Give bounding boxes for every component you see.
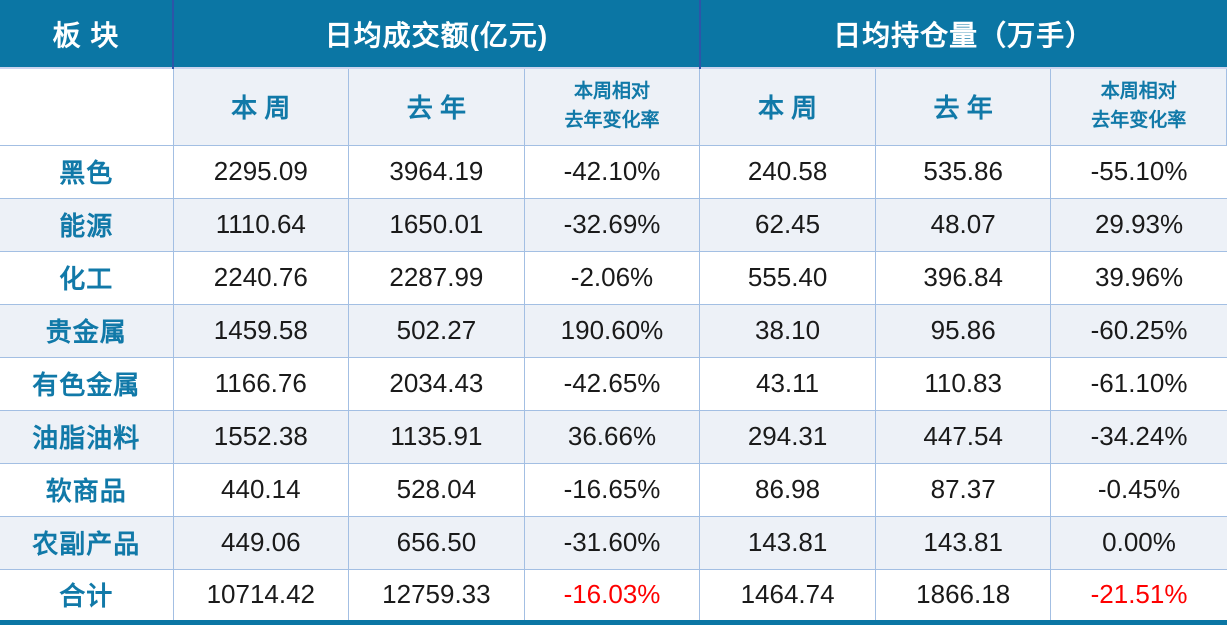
corner-header-sector: 板 块 (0, 0, 173, 68)
cell-oi-week: 38.10 (699, 303, 876, 358)
cell-turnover-change: -42.65% (523, 356, 701, 411)
cell-turnover-week: 2240.76 (172, 250, 350, 305)
subheader-change-line2: 去年变化率 (1091, 109, 1187, 131)
cell-turnover-lastyear: 502.27 (348, 303, 525, 358)
table-row: 软商品 440.14 528.04 -16.65% 86.98 87.37 -0… (0, 462, 1227, 517)
row-label: 能源 (0, 197, 174, 252)
cell-turnover-change: 190.60% (523, 303, 701, 358)
cell-oi-lastyear: 447.54 (874, 409, 1052, 464)
cell-oi-lastyear: 95.86 (874, 303, 1052, 358)
row-label: 贵金属 (0, 303, 174, 358)
cell-turnover-lastyear: 528.04 (348, 462, 525, 517)
subheader-oi-week: 本 周 (699, 67, 876, 146)
subheader-oi-change: 本周相对 去年变化率 (1050, 67, 1227, 146)
cell-oi-lastyear: 143.81 (874, 515, 1052, 570)
cell-oi-change: -0.45% (1050, 462, 1227, 517)
cell-oi-week: 86.98 (699, 462, 876, 517)
cell-turnover-week: 440.14 (172, 462, 350, 517)
cell-oi-week: 1464.74 (699, 568, 876, 624)
cell-oi-change: 0.00% (1050, 515, 1227, 570)
cell-turnover-change: -2.06% (523, 250, 701, 305)
row-label: 软商品 (0, 462, 174, 517)
cell-turnover-change: -42.10% (523, 144, 701, 199)
cell-oi-week: 62.45 (699, 197, 876, 252)
group-header-open-interest: 日均持仓量（万手） (698, 0, 1227, 68)
row-label: 油脂油料 (0, 409, 174, 464)
table-row: 油脂油料 1552.38 1135.91 36.66% 294.31 447.5… (0, 409, 1227, 464)
table-row: 能源 1110.64 1650.01 -32.69% 62.45 48.07 2… (0, 197, 1227, 252)
cell-oi-week: 240.58 (699, 144, 876, 199)
cell-oi-lastyear: 535.86 (874, 144, 1052, 199)
cell-turnover-week: 1459.58 (172, 303, 350, 358)
cell-oi-change: -55.10% (1050, 144, 1227, 199)
table-row: 化工 2240.76 2287.99 -2.06% 555.40 396.84 … (0, 250, 1227, 305)
row-label: 农副产品 (0, 515, 174, 570)
cell-oi-lastyear: 48.07 (874, 197, 1052, 252)
subheader-oi-lastyear: 去 年 (874, 67, 1052, 146)
cell-oi-change: -61.10% (1050, 356, 1227, 411)
cell-turnover-lastyear: 656.50 (348, 515, 525, 570)
row-label: 合计 (0, 568, 174, 624)
cell-oi-lastyear: 396.84 (874, 250, 1052, 305)
cell-oi-change: 39.96% (1050, 250, 1227, 305)
cell-oi-lastyear: 1866.18 (874, 568, 1052, 624)
cell-oi-lastyear: 87.37 (874, 462, 1052, 517)
cell-turnover-week: 449.06 (172, 515, 350, 570)
cell-turnover-week: 1552.38 (172, 409, 350, 464)
table-row: 黑色 2295.09 3964.19 -42.10% 240.58 535.86… (0, 144, 1227, 199)
cell-oi-week: 43.11 (699, 356, 876, 411)
cell-oi-week: 555.40 (699, 250, 876, 305)
group-header-turnover: 日均成交额(亿元) (172, 0, 700, 68)
cell-turnover-change: -31.60% (523, 515, 701, 570)
cell-turnover-change: -16.65% (523, 462, 701, 517)
sub-header-row: 本 周 去 年 本周相对 去年变化率 本 周 去 年 本周相对 去年变化率 (0, 67, 1227, 146)
table-row: 有色金属 1166.76 2034.43 -42.65% 43.11 110.8… (0, 356, 1227, 411)
subheader-change-line1: 本周相对 (573, 81, 650, 103)
cell-oi-change: 29.93% (1050, 197, 1227, 252)
group-header-row: 板 块 日均成交额(亿元) 日均持仓量（万手） (0, 0, 1227, 68)
cell-turnover-lastyear: 1135.91 (348, 409, 525, 464)
table-row-total: 合计 10714.42 12759.33 -16.03% 1464.74 186… (0, 568, 1227, 624)
cell-turnover-week: 1110.64 (172, 197, 350, 252)
cell-turnover-change: -32.69% (523, 197, 701, 252)
cell-turnover-change: -16.03% (523, 568, 701, 624)
table-row: 贵金属 1459.58 502.27 190.60% 38.10 95.86 -… (0, 303, 1227, 358)
cell-turnover-lastyear: 3964.19 (348, 144, 525, 199)
subheader-turnover-week: 本 周 (172, 67, 350, 146)
subheader-change-line2: 去年变化率 (564, 109, 660, 131)
cell-oi-week: 143.81 (699, 515, 876, 570)
cell-oi-lastyear: 110.83 (874, 356, 1052, 411)
cell-oi-change: -60.25% (1050, 303, 1227, 358)
cell-oi-week: 294.31 (699, 409, 876, 464)
subheader-turnover-lastyear: 去 年 (348, 67, 525, 146)
cell-turnover-lastyear: 2034.43 (348, 356, 525, 411)
row-label: 黑色 (0, 144, 174, 199)
cell-turnover-change: 36.66% (523, 409, 701, 464)
table-row: 农副产品 449.06 656.50 -31.60% 143.81 143.81… (0, 515, 1227, 570)
cell-turnover-lastyear: 12759.33 (348, 568, 525, 624)
cell-turnover-week: 1166.76 (172, 356, 350, 411)
cell-turnover-week: 10714.42 (172, 568, 350, 624)
corner-empty-cell (0, 67, 174, 146)
cell-oi-change: -21.51% (1050, 568, 1227, 624)
cell-turnover-week: 2295.09 (172, 144, 350, 199)
cell-turnover-lastyear: 2287.99 (348, 250, 525, 305)
row-label: 化工 (0, 250, 174, 305)
cell-turnover-lastyear: 1650.01 (348, 197, 525, 252)
subheader-change-line1: 本周相对 (1100, 81, 1177, 103)
subheader-turnover-change: 本周相对 去年变化率 (523, 67, 701, 146)
cell-oi-change: -34.24% (1050, 409, 1227, 464)
row-label: 有色金属 (0, 356, 174, 411)
